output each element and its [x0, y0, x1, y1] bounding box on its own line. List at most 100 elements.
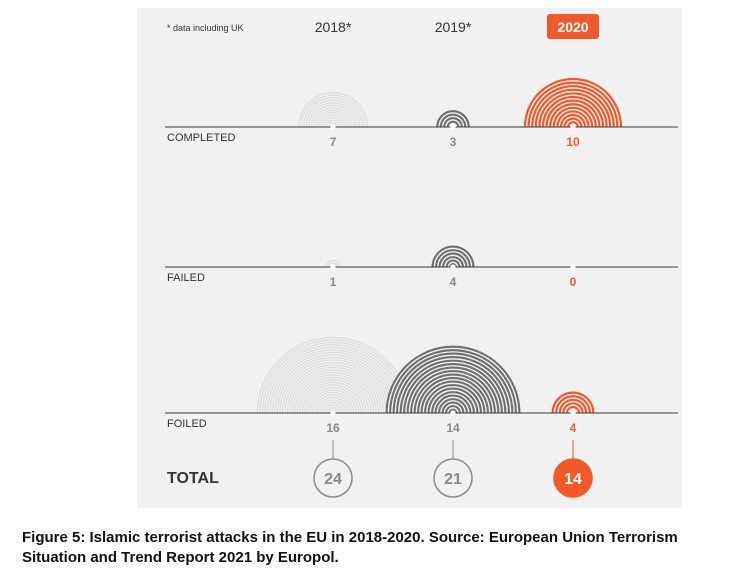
arc-ring: [319, 399, 347, 414]
arc-ring: [269, 349, 397, 414]
arc-ring: [545, 99, 601, 128]
value-label: 1: [330, 275, 337, 289]
arc-ring: [552, 106, 594, 128]
baseline-dot: [570, 410, 576, 416]
infographic: * data including UK 2018* 2019* 2020 COMPL…: [137, 8, 682, 508]
arc-ring: [406, 366, 500, 414]
arc-ring: [274, 354, 392, 414]
arc-ring: [385, 345, 521, 414]
total-label: TOTAL: [167, 470, 219, 487]
arc-ring: [443, 117, 463, 128]
arc-ring: [538, 92, 608, 128]
arc-ring: [296, 376, 370, 414]
baseline-dot: [570, 124, 576, 130]
total-circle: [313, 458, 353, 498]
arc-ring: [329, 409, 337, 414]
arc-ring: [442, 256, 464, 268]
arc-ring: [300, 94, 366, 128]
arc-ring: [534, 88, 612, 128]
arc-ring: [313, 107, 353, 128]
arc-ring: [321, 401, 345, 414]
arc-ring: [556, 110, 590, 128]
row-label-failed: FAILED: [167, 272, 205, 284]
arc-ring: [396, 356, 510, 414]
value-label: 3: [450, 135, 457, 149]
arc-ring: [563, 117, 583, 128]
value-labels: 7 3 101 4 016 14 4: [326, 135, 580, 435]
arc-ring: [315, 109, 351, 128]
arc-ring: [328, 262, 338, 268]
total-value: 24: [324, 471, 342, 488]
arc-ring: [271, 351, 395, 414]
arc-ring: [445, 259, 461, 268]
arc-ring: [318, 112, 348, 128]
arc-ring: [431, 391, 475, 414]
arc-ring: [286, 366, 380, 414]
arc-ring: [403, 363, 503, 414]
arc-ring: [448, 408, 458, 414]
arc-ring: [266, 346, 400, 414]
value-label: 4: [570, 421, 577, 435]
value-label: 16: [326, 421, 340, 435]
arc-completed-col1: [436, 110, 470, 128]
total-circle: [433, 458, 473, 498]
arc-foiled-col0: [256, 336, 410, 414]
value-label: 14: [446, 421, 460, 435]
arc-ring: [555, 395, 591, 414]
arc-ring: [434, 394, 472, 414]
row-labels: COMPLETED FAILED FOILED: [167, 132, 236, 430]
row-label-foiled: FOILED: [167, 418, 207, 430]
arc-ring: [305, 99, 361, 128]
figure-caption: Figure 5: Islamic terrorist attacks in t…: [22, 529, 678, 566]
arc-failed-col0: [325, 259, 341, 268]
arc-ring: [420, 380, 486, 414]
arc-ring: [276, 356, 390, 414]
arc-ring: [427, 387, 479, 414]
arc-ring: [279, 359, 387, 414]
year-header-highlight: [547, 14, 599, 39]
arc-ring: [284, 364, 382, 414]
arc-ring: [325, 119, 341, 128]
arc-ring: [304, 384, 362, 414]
arc-completed-col0: [298, 92, 368, 128]
arcs-layer: [256, 77, 623, 414]
arc-ring: [320, 114, 346, 128]
arc-ring: [389, 349, 517, 414]
arc-ring: [299, 379, 367, 414]
total-value: 14: [564, 471, 582, 488]
value-label: 10: [566, 135, 580, 149]
year-header: 2019*: [435, 19, 472, 35]
arc-completed-col2: [523, 77, 623, 128]
arc-ring: [439, 113, 467, 128]
arc-ring: [523, 77, 623, 128]
baseline-dot: [330, 410, 336, 416]
arc-ring: [417, 377, 489, 414]
totals: 24 21 14: [313, 440, 593, 498]
arc-ring: [424, 384, 482, 414]
arc-foiled-col1: [385, 345, 521, 414]
arc-ring: [559, 113, 587, 128]
baseline-dot: [330, 124, 336, 130]
arc-failed-col1: [431, 245, 475, 268]
arc-ring: [445, 405, 461, 414]
arc-ring: [562, 402, 584, 414]
arc-ring: [413, 373, 493, 414]
arc-ring: [438, 398, 468, 414]
arc-ring: [527, 81, 619, 128]
arc-ring: [311, 391, 355, 414]
arc-ring: [549, 103, 597, 128]
value-label: 0: [570, 275, 577, 289]
total-circle: [553, 458, 593, 498]
baseline-dot: [450, 264, 456, 270]
arc-ring: [301, 381, 365, 414]
arc-ring: [446, 120, 460, 128]
arc-ring: [551, 391, 595, 414]
arc-ring: [431, 245, 475, 268]
arc-ring: [436, 110, 470, 128]
arc-ring: [309, 389, 357, 414]
baseline-dot: [450, 410, 456, 416]
baseline-dot: [330, 264, 336, 270]
column-headers: 2018* 2019* 2020: [315, 14, 599, 39]
arc-ring: [435, 249, 471, 268]
year-header: 2018*: [315, 19, 352, 35]
